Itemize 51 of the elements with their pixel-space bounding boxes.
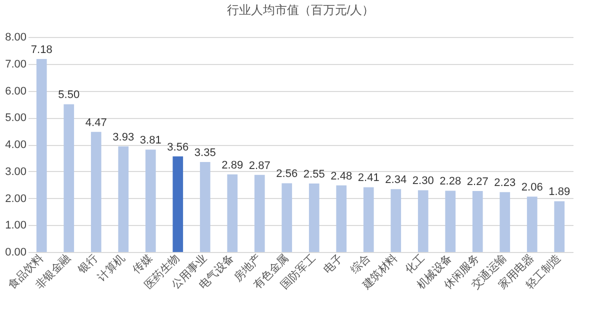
bar <box>254 174 265 252</box>
bar <box>418 190 428 252</box>
bar <box>500 192 510 252</box>
data-label: 2.34 <box>385 174 407 186</box>
bar <box>390 189 402 252</box>
data-label: 5.50 <box>58 89 80 102</box>
bar <box>172 156 184 252</box>
x-tick-label: 电子 <box>320 252 346 276</box>
bar <box>118 146 129 252</box>
y-tick-label: 4.00 <box>5 139 26 151</box>
data-label: 3.81 <box>140 134 162 147</box>
y-tick-label: 7.00 <box>5 58 26 70</box>
data-label: 3.56 <box>167 141 189 154</box>
data-label: 3.93 <box>112 131 134 144</box>
data-label: 4.47 <box>85 116 107 129</box>
bar <box>554 201 565 252</box>
bar <box>36 59 47 252</box>
bar <box>472 190 483 252</box>
bar <box>445 190 456 252</box>
bar <box>363 187 374 252</box>
bar <box>200 162 210 252</box>
data-label: 2.06 <box>521 182 543 194</box>
data-label: 2.55 <box>303 168 325 180</box>
data-label: 3.35 <box>194 146 216 159</box>
chart-title: 行业人均市值（百万元/人） <box>226 3 374 17</box>
data-label: 2.87 <box>248 160 270 172</box>
bar <box>90 132 102 252</box>
y-tick-label: 8.00 <box>5 32 26 44</box>
data-label: 2.28 <box>440 176 462 188</box>
bar <box>282 183 292 252</box>
bar <box>526 196 538 252</box>
data-label: 2.30 <box>412 175 434 188</box>
bar <box>336 185 347 252</box>
y-tick-label: 0.00 <box>5 246 26 258</box>
data-label: 2.27 <box>466 176 488 188</box>
bar <box>145 150 156 252</box>
data-label: 1.89 <box>548 186 570 198</box>
data-label: 7.18 <box>30 44 52 56</box>
y-tick-label: 3.00 <box>5 166 26 178</box>
data-label: 2.56 <box>276 168 298 180</box>
y-tick-label: 6.00 <box>5 85 26 98</box>
data-label: 2.48 <box>330 170 352 182</box>
y-tick-label: 1.00 <box>5 220 26 232</box>
data-label: 2.23 <box>494 177 516 190</box>
data-label: 2.41 <box>358 172 380 184</box>
bar <box>227 174 238 252</box>
bar <box>308 183 320 252</box>
y-tick-label: 5.00 <box>5 112 26 124</box>
y-tick-label: 2.00 <box>5 192 26 205</box>
data-label: 2.89 <box>222 159 244 172</box>
bar <box>64 104 74 252</box>
